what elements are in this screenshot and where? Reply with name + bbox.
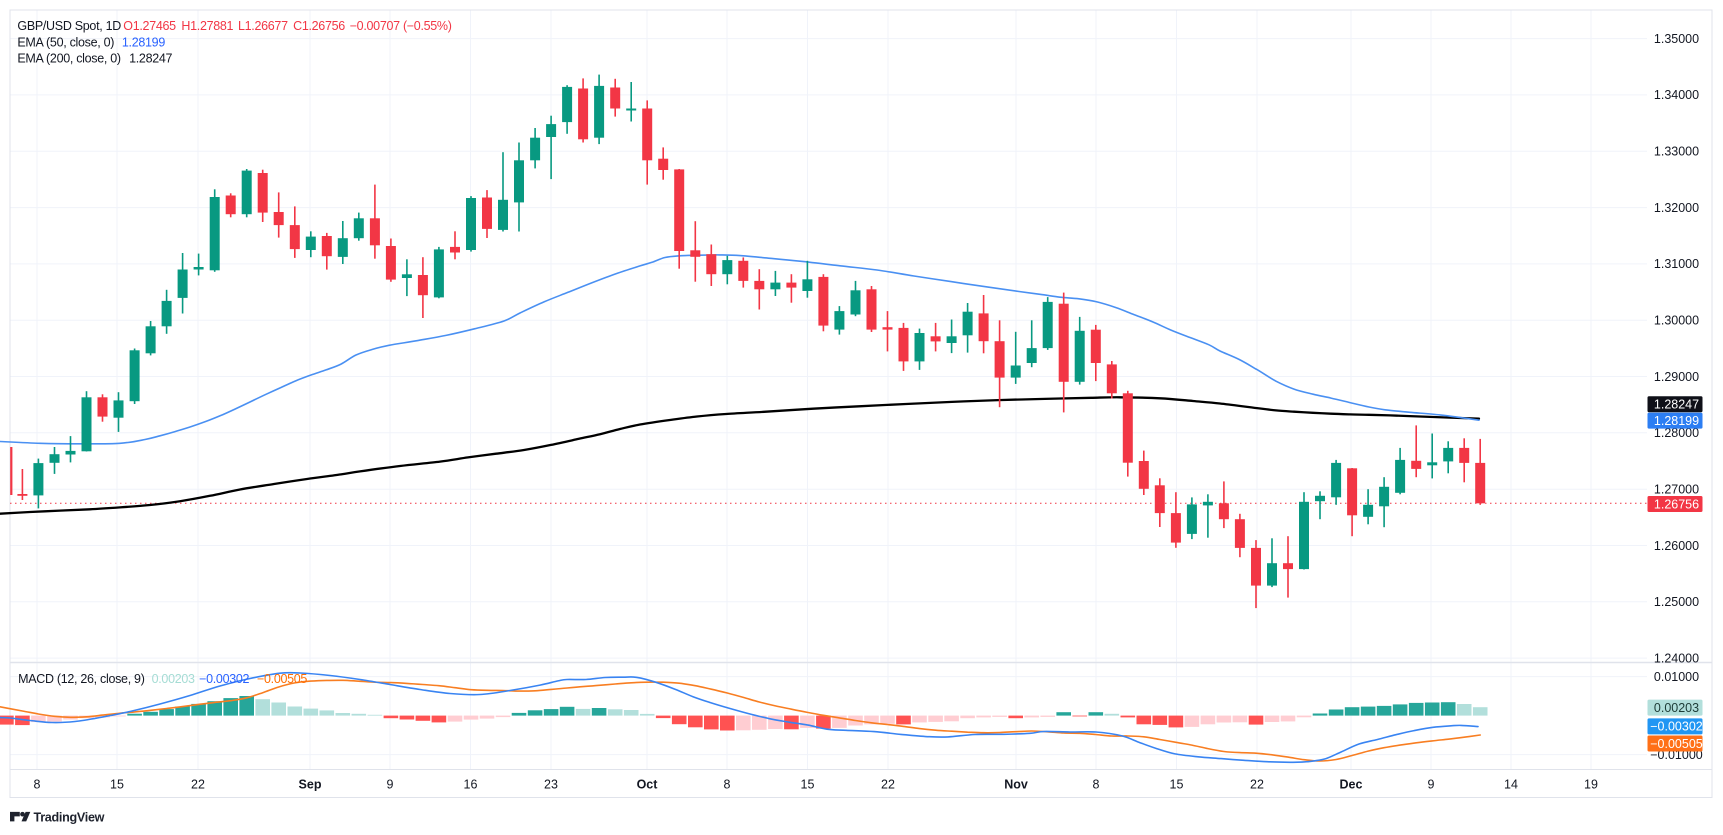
svg-text:1.30000: 1.30000 <box>1654 314 1699 328</box>
svg-text:1.34000: 1.34000 <box>1654 88 1699 102</box>
svg-text:Nov: Nov <box>1004 778 1028 792</box>
svg-text:MACD (12, 26, close, 9): MACD (12, 26, close, 9) <box>18 672 145 686</box>
svg-text:−0.00505: −0.00505 <box>257 672 307 686</box>
svg-text:15: 15 <box>110 778 124 792</box>
svg-text:O1.27465: O1.27465 <box>123 19 176 33</box>
svg-text:1.35000: 1.35000 <box>1654 32 1699 46</box>
svg-text:8: 8 <box>1093 778 1100 792</box>
svg-text:14: 14 <box>1504 778 1518 792</box>
svg-text:−0.00302: −0.00302 <box>1650 720 1703 734</box>
svg-text:H1.27881: H1.27881 <box>181 19 233 33</box>
svg-text:Sep: Sep <box>299 778 322 792</box>
svg-text:Oct: Oct <box>637 778 659 792</box>
svg-text:Dec: Dec <box>1340 778 1363 792</box>
svg-text:22: 22 <box>881 778 895 792</box>
svg-text:1.28247: 1.28247 <box>129 51 172 65</box>
svg-text:1.32000: 1.32000 <box>1654 201 1699 215</box>
svg-text:9: 9 <box>1428 778 1435 792</box>
svg-text:16: 16 <box>464 778 478 792</box>
svg-text:TradingView: TradingView <box>34 810 105 824</box>
svg-text:EMA (200, close, 0): EMA (200, close, 0) <box>17 51 121 65</box>
svg-text:22: 22 <box>191 778 205 792</box>
svg-text:8: 8 <box>34 778 41 792</box>
svg-text:9: 9 <box>387 778 394 792</box>
svg-text:1.24000: 1.24000 <box>1654 651 1699 665</box>
svg-text:−0.00505: −0.00505 <box>1650 737 1703 751</box>
svg-text:1.28247: 1.28247 <box>1654 398 1699 412</box>
svg-text:1.26756: 1.26756 <box>1654 497 1699 511</box>
svg-text:0.00203: 0.00203 <box>1654 701 1699 715</box>
svg-text:−0.00302: −0.00302 <box>199 672 249 686</box>
svg-text:8: 8 <box>724 778 731 792</box>
svg-text:15: 15 <box>1170 778 1184 792</box>
svg-text:1.28199: 1.28199 <box>1654 414 1699 428</box>
svg-text:EMA (50, close, 0): EMA (50, close, 0) <box>17 35 114 49</box>
svg-text:0.01000: 0.01000 <box>1654 670 1699 684</box>
svg-text:1.25000: 1.25000 <box>1654 595 1699 609</box>
svg-text:L1.26677: L1.26677 <box>238 19 288 33</box>
svg-text:15: 15 <box>801 778 815 792</box>
svg-text:1.28000: 1.28000 <box>1654 426 1699 440</box>
svg-text:1.28199: 1.28199 <box>122 35 165 49</box>
svg-text:19: 19 <box>1584 778 1598 792</box>
svg-text:1.31000: 1.31000 <box>1654 257 1699 271</box>
svg-text:22: 22 <box>1250 778 1264 792</box>
svg-text:1.29000: 1.29000 <box>1654 370 1699 384</box>
svg-text:1.33000: 1.33000 <box>1654 145 1699 159</box>
svg-text:GBP/USD Spot, 1D: GBP/USD Spot, 1D <box>17 19 121 33</box>
svg-text:0.00203: 0.00203 <box>152 672 195 686</box>
svg-text:1.26000: 1.26000 <box>1654 539 1699 553</box>
svg-text:C1.26756: C1.26756 <box>293 19 345 33</box>
svg-text:23: 23 <box>544 778 558 792</box>
svg-text:1.27000: 1.27000 <box>1654 483 1699 497</box>
svg-text:−0.00707 (−0.55%): −0.00707 (−0.55%) <box>350 19 452 33</box>
